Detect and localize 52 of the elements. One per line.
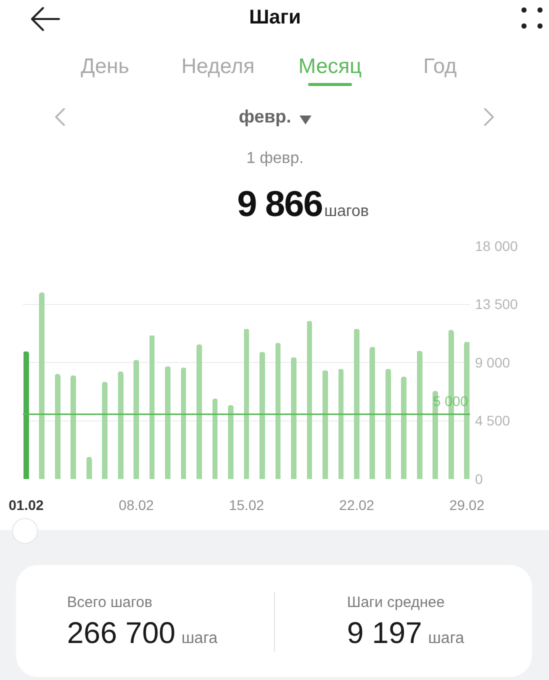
text: Месяц [298,55,362,79]
bar [416,350,422,479]
bar [260,352,265,479]
text: День [80,55,130,79]
bar [54,374,60,479]
bar [102,382,108,479]
bar [322,370,328,479]
text: шага [428,630,464,648]
bar [196,344,202,479]
bar [338,368,344,479]
bar [134,360,139,479]
bar [385,368,391,479]
text: 9 197 [347,617,422,651]
bar [180,368,186,479]
text: февр. [238,106,292,128]
x-tick-label: 01.02 [8,497,44,513]
bar [23,351,29,479]
text: Год [423,55,457,79]
bar [275,343,281,479]
bar [432,390,438,479]
text: 9 866 [237,183,322,225]
bar [306,321,312,479]
x-tick-label: 15.02 [228,497,264,513]
bar [118,372,124,479]
y-tick-label: 0 [475,470,483,487]
y-tick-label: 18 000 [475,238,518,254]
y-tick-label: 13 500 [475,296,518,312]
bar [39,292,45,479]
x-tick-label: 22.02 [339,497,374,513]
bar [212,398,218,479]
x-tick-label: 29.02 [449,497,485,513]
bar [86,456,92,479]
bar [401,376,407,479]
text: 1 февр. [246,150,304,168]
text: Неделя [181,55,255,79]
x-tick-label: 08.02 [118,497,154,513]
bar [244,328,250,479]
bar [354,328,360,479]
text: Шаги среднее [347,594,445,611]
bar [165,366,170,479]
text: Всего шагов [67,594,152,611]
text: 266 700 [67,617,176,651]
bar [370,346,376,479]
y-tick-label: 4 500 [475,412,510,429]
text: шага [181,630,218,648]
bar [291,357,296,479]
chart-title: Шаги [249,6,301,30]
text: шагов [324,203,369,221]
bar [228,405,234,479]
y-tick-label: 9 000 [475,354,510,370]
bar [70,375,76,479]
bar [149,335,155,479]
